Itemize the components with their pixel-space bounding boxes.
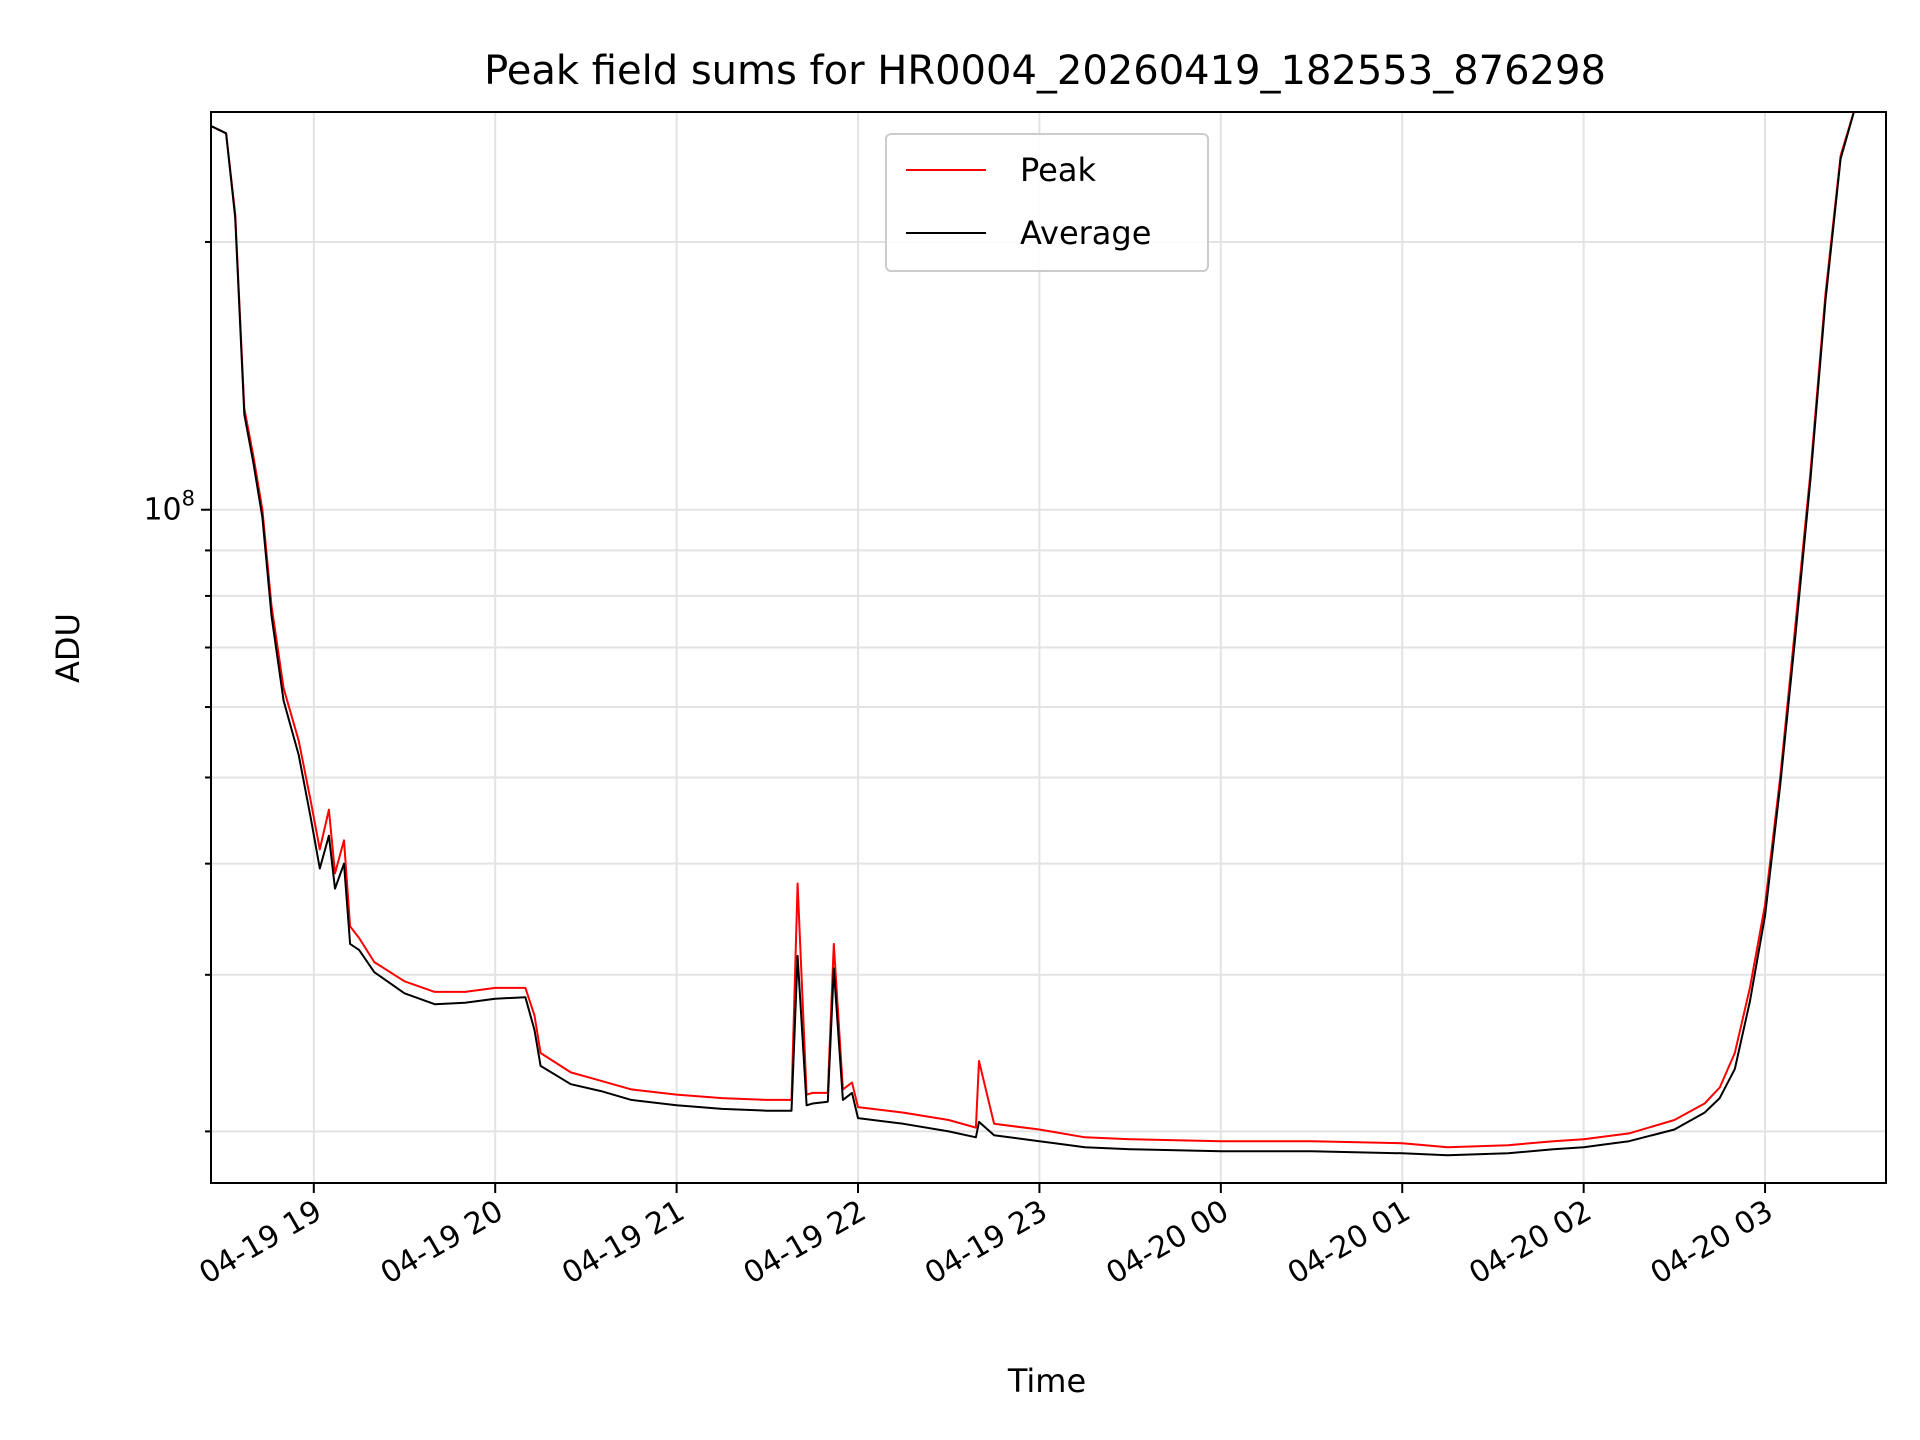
y-tick-label: 108 xyxy=(143,487,195,528)
series-line-average xyxy=(211,112,1855,1157)
y-axis-label: ADU xyxy=(49,613,87,683)
series-layer xyxy=(211,112,1855,1157)
chart-title: Peak field sums for HR0004_20260419_1825… xyxy=(484,48,1606,94)
legend: Peak Average xyxy=(885,133,1209,272)
y-tick-label-exponent: 8 xyxy=(182,487,195,511)
series-line-peak xyxy=(211,112,1855,1149)
x-axis-label: Time xyxy=(1007,1362,1086,1400)
legend-label-peak: Peak xyxy=(1020,151,1096,189)
y-tick-label-base: 10 xyxy=(143,493,181,528)
legend-box xyxy=(885,133,1209,272)
legend-label-average: Average xyxy=(1020,214,1151,252)
